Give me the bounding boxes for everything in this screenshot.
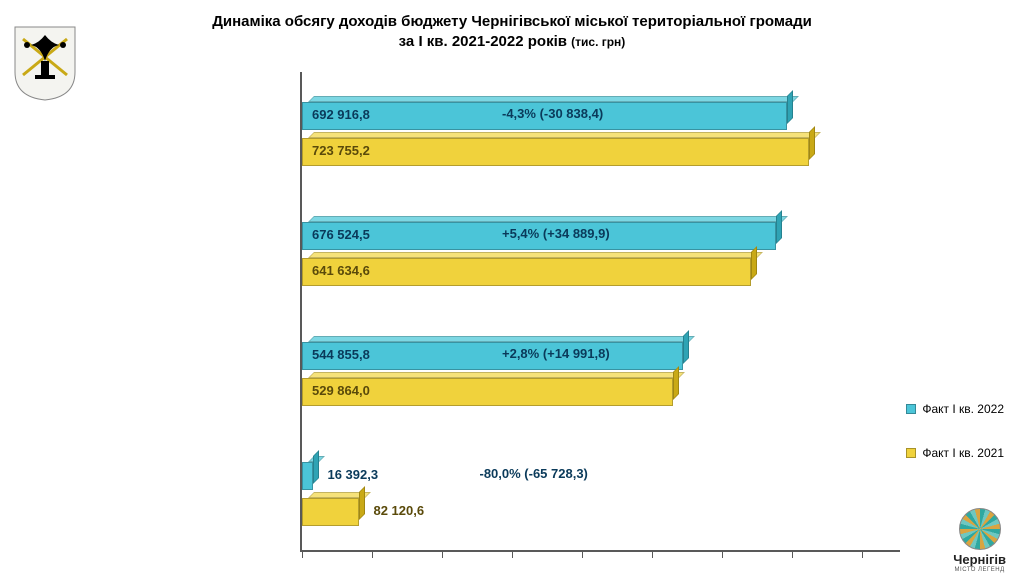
x-tick	[792, 552, 793, 558]
bar-value-2022: 692 916,8	[312, 107, 370, 122]
bar-value-2021: 723 755,2	[312, 143, 370, 158]
legend-swatch-2022	[906, 404, 916, 414]
legend-swatch-2021	[906, 448, 916, 458]
x-tick	[372, 552, 373, 558]
bar-2021	[302, 498, 359, 526]
x-tick	[442, 552, 443, 558]
x-tick	[652, 552, 653, 558]
delta-label: +5,4% (+34 889,9)	[502, 226, 610, 241]
bar-2021	[302, 138, 809, 166]
x-tick	[582, 552, 583, 558]
city-logo-icon	[959, 508, 1001, 550]
bar-value-2022: 16 392,3	[327, 467, 378, 482]
bar-2022	[302, 462, 313, 490]
chart-plot-area: Загальний обсяг доходів692 916,8723 755,…	[300, 72, 900, 552]
coat-of-arms-logo	[10, 22, 80, 102]
legend-item-2022: Факт І кв. 2022	[906, 402, 1004, 416]
x-tick	[302, 552, 303, 558]
city-logo-tagline: МІСТО ЛЕГЕНД	[953, 567, 1006, 573]
x-tick	[722, 552, 723, 558]
title-line-2: за І кв. 2021-2022 років (тис. грн)	[0, 32, 1024, 52]
city-logo: Чернігів МІСТО ЛЕГЕНД	[953, 508, 1006, 573]
x-axis	[300, 550, 900, 552]
delta-label: -80,0% (-65 728,3)	[479, 466, 587, 481]
bar-value-2021: 529 864,0	[312, 383, 370, 398]
title-unit: (тис. грн)	[571, 35, 625, 49]
chart-title: Динаміка обсягу доходів бюджету Чернігів…	[0, 12, 1024, 51]
city-logo-name: Чернігів	[953, 552, 1006, 567]
bar-value-2021: 82 120,6	[373, 503, 424, 518]
x-tick	[512, 552, 513, 558]
legend-item-2021: Факт І кв. 2021	[906, 446, 1004, 460]
legend: Факт І кв. 2022 Факт І кв. 2021	[906, 402, 1004, 490]
legend-label-2021: Факт І кв. 2021	[922, 446, 1004, 460]
bar-value-2022: 544 855,8	[312, 347, 370, 362]
delta-label: +2,8% (+14 991,8)	[502, 346, 610, 361]
bar-value-2021: 641 634,6	[312, 263, 370, 278]
x-tick	[862, 552, 863, 558]
delta-label: -4,3% (-30 838,4)	[502, 106, 603, 121]
title-line-1: Динаміка обсягу доходів бюджету Чернігів…	[0, 12, 1024, 32]
legend-label-2022: Факт І кв. 2022	[922, 402, 1004, 416]
bar-value-2022: 676 524,5	[312, 227, 370, 242]
